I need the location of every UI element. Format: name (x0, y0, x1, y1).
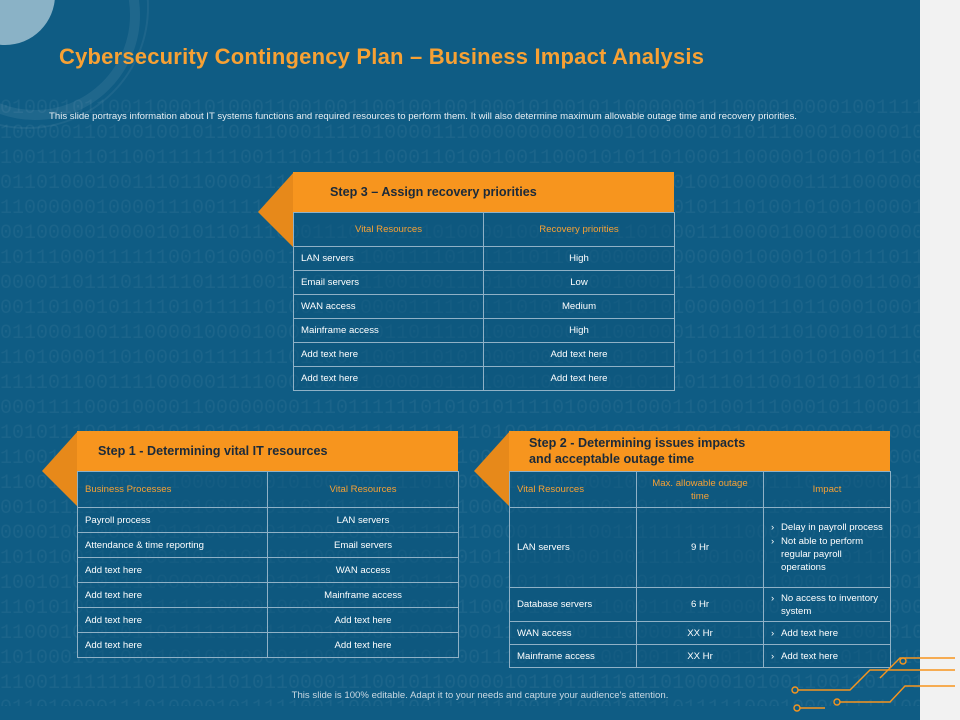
step1-cell: Payroll process (77, 507, 268, 533)
step3-cell: Low (483, 270, 675, 295)
step1-header-wedge (42, 431, 78, 507)
step3-cell: Add text here (293, 366, 484, 391)
step2-cell-impact: Add text here (763, 644, 891, 668)
step1-table: Business Processes Vital Resources Payro… (77, 471, 459, 658)
step3-cell: Medium (483, 294, 675, 319)
table-row: Database servers 6 Hr No access to inven… (509, 587, 891, 622)
step2-heading-line1: Step 2 - Determining issues impacts (529, 436, 746, 450)
step1-cell: WAN access (267, 557, 459, 583)
step3-cell: Mainframe access (293, 318, 484, 343)
step1-col-header-resources: Vital Resources (267, 471, 459, 508)
step3-table: Vital Resources Recovery priorities LAN … (293, 212, 675, 391)
table-row: Add text here Add text here (77, 607, 459, 633)
step2-cell-impact: No access to inventory system (763, 587, 891, 622)
table-row: LAN servers High (293, 246, 675, 271)
step3-header-wedge (258, 172, 294, 248)
table-row: Add text here Add text here (293, 342, 675, 367)
page-title: Cybersecurity Contingency Plan – Busines… (59, 44, 705, 69)
impact-bullet: Add text here (771, 627, 883, 640)
table-row: Add text here Add text here (77, 632, 459, 658)
table-row: Add text here WAN access (77, 557, 459, 583)
table-row: Payroll process LAN servers (77, 507, 459, 533)
step2-cell-resource: LAN servers (509, 507, 637, 588)
step3-col-header-priorities: Recovery priorities (483, 212, 675, 247)
step2-cell-impact: Add text here (763, 621, 891, 645)
table-row: WAN access XX Hr Add text here (509, 621, 891, 645)
step3-cell: High (483, 318, 675, 343)
step2-header: Step 2 - Determining issues impacts and … (509, 431, 890, 471)
footer-note: This slide is 100% editable. Adapt it to… (291, 690, 669, 701)
impact-bullet: Delay in payroll process (771, 521, 883, 534)
step1-cell: Attendance & time reporting (77, 532, 268, 558)
step3-cell: LAN servers (293, 246, 484, 271)
step1-cell: Email servers (267, 532, 459, 558)
step2-cell-time: 9 Hr (636, 507, 764, 588)
step1-cell: Add text here (77, 582, 268, 608)
step1-cell: Add text here (77, 632, 268, 658)
step3-cell: WAN access (293, 294, 484, 319)
step1-header: Step 1 - Determining vital IT resources (77, 431, 458, 471)
table-row: Email servers Low (293, 270, 675, 295)
step3-cell: Email servers (293, 270, 484, 295)
step3-cell: Add text here (483, 366, 675, 391)
table-row: Add text here Add text here (293, 366, 675, 391)
step1-cell: LAN servers (267, 507, 459, 533)
table-row: Attendance & time reporting Email server… (77, 532, 459, 558)
step2-cell-time: 6 Hr (636, 587, 764, 622)
step2-table: Vital Resources Max. allowable outage ti… (509, 471, 891, 668)
step2-cell-resource: Database servers (509, 587, 637, 622)
step1-cell: Add text here (267, 607, 459, 633)
table-row: Add text here Mainframe access (77, 582, 459, 608)
step2-cell-resource: WAN access (509, 621, 637, 645)
page-subtitle: This slide portrays information about IT… (49, 111, 797, 122)
step3-cell: Add text here (483, 342, 675, 367)
step1-cell: Add text here (77, 607, 268, 633)
step3-heading: Step 3 – Assign recovery priorities (330, 185, 537, 199)
step3-cell: Add text here (293, 342, 484, 367)
step3-header: Step 3 – Assign recovery priorities (293, 172, 674, 212)
step3-col-header-resources: Vital Resources (293, 212, 484, 247)
impact-bullet: Add text here (771, 650, 883, 663)
step2-cell-time: XX Hr (636, 644, 764, 668)
content-panel: 0100010110011000101000110010011001001001… (0, 0, 920, 720)
step3-cell: High (483, 246, 675, 271)
table-row: WAN access Medium (293, 294, 675, 319)
step1-cell: Mainframe access (267, 582, 459, 608)
step1-heading: Step 1 - Determining vital IT resources (98, 444, 328, 458)
impact-bullet: Not able to perform regular payroll oper… (771, 535, 883, 574)
step2-cell-resource: Mainframe access (509, 644, 637, 668)
step1-col-header-processes: Business Processes (77, 471, 268, 508)
step1-cell: Add text here (77, 557, 268, 583)
step2-col-header-resources: Vital Resources (509, 471, 637, 508)
table-row: Mainframe access High (293, 318, 675, 343)
table-row: LAN servers 9 Hr Delay in payroll proces… (509, 507, 891, 588)
table-row: Mainframe access XX Hr Add text here (509, 644, 891, 668)
step2-header-wedge (474, 431, 510, 507)
impact-bullet: No access to inventory system (771, 592, 883, 618)
circuit-decoration (791, 657, 955, 712)
step1-cell: Add text here (267, 632, 459, 658)
step2-cell-time: XX Hr (636, 621, 764, 645)
step2-heading-line2: and acceptable outage time (529, 452, 695, 466)
step2-col-header-outage-time: Max. allowable outage time (636, 471, 764, 508)
step2-col-header-impact: Impact (763, 471, 891, 508)
step2-cell-impact: Delay in payroll process Not able to per… (763, 507, 891, 588)
